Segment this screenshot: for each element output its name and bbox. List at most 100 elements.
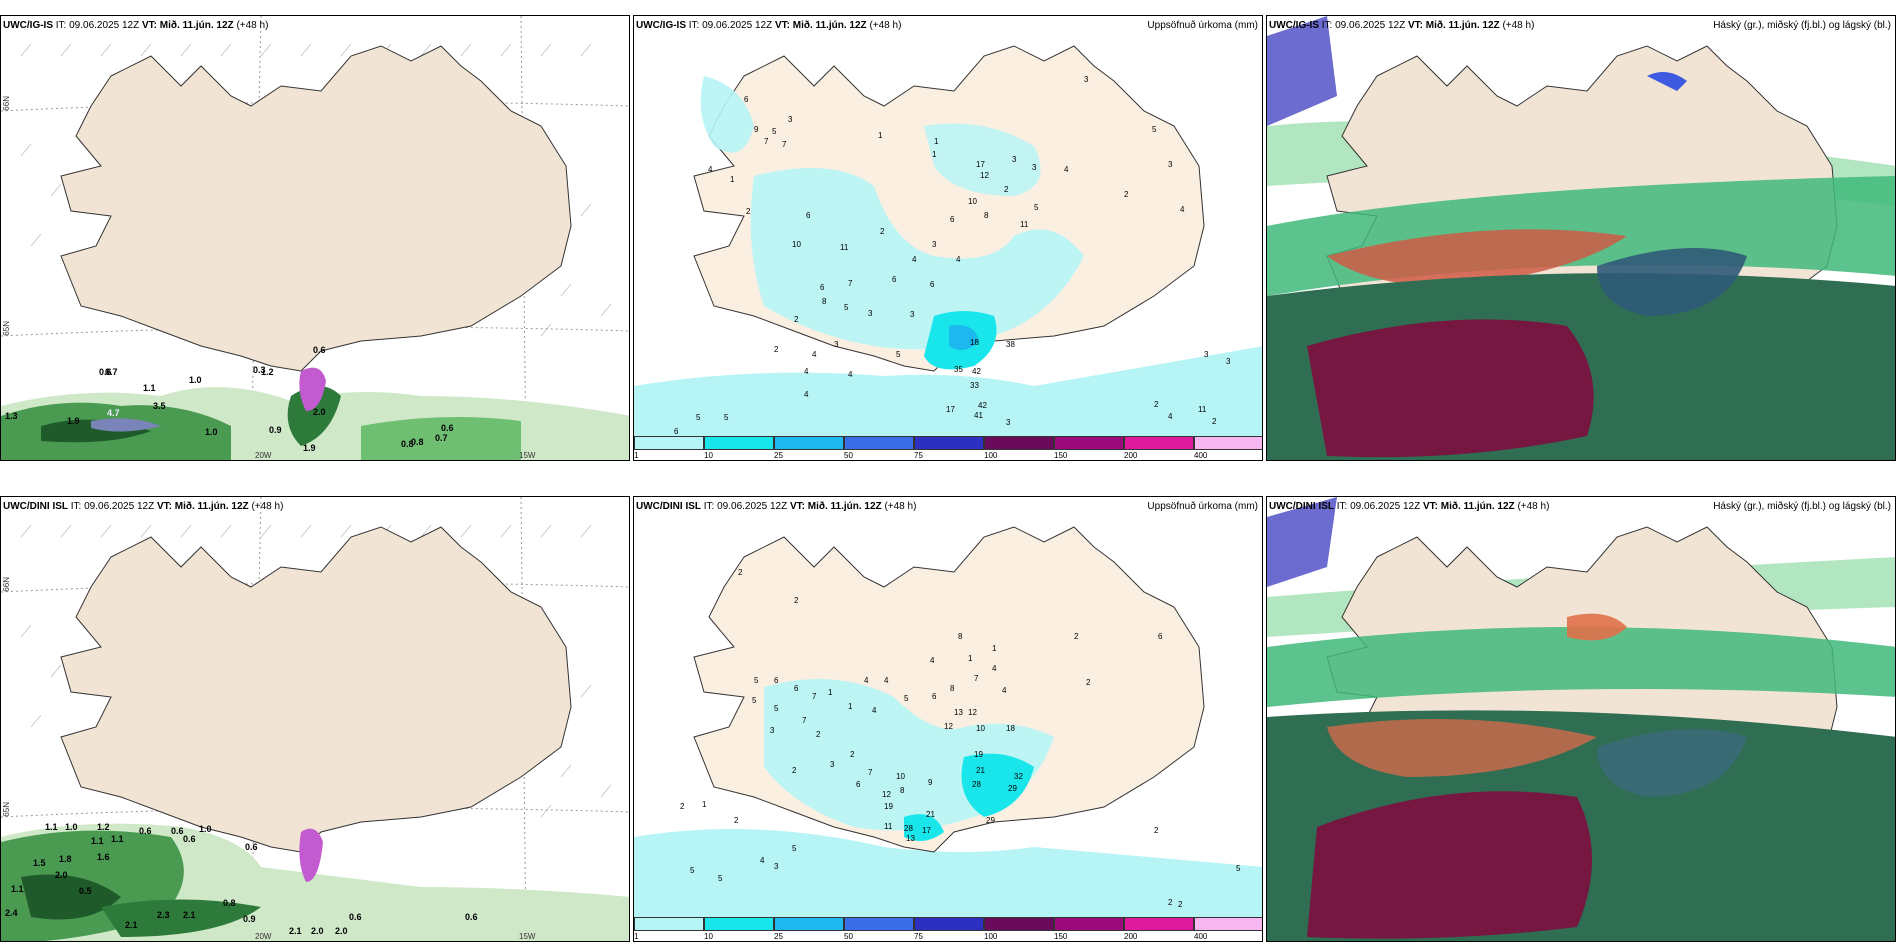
colorbar-segment (914, 436, 984, 450)
vt-label: VT: Mið. 11.jún. 12Z (1422, 501, 1515, 512)
precip-value: 3 (1006, 418, 1011, 427)
colorbar-tick-label: 75 (914, 451, 923, 460)
precip-value: 1 (848, 702, 853, 711)
precip-value: 7 (812, 692, 817, 701)
precip-value: 1.1 (143, 383, 156, 393)
precip-value: 13 (954, 708, 963, 717)
precip-value: 5 (718, 874, 723, 883)
precip-value: 11 (1198, 405, 1207, 414)
precip-value: 2.0 (335, 926, 348, 936)
precip-value: 1.1 (91, 836, 104, 846)
precip-value: 4 (1002, 686, 1007, 695)
colorbar-tick-label: 75 (914, 932, 923, 941)
it-label: IT: (1336, 501, 1348, 512)
precip-value: 2 (738, 568, 743, 577)
lead-time: (+48 h) (236, 20, 269, 31)
precip-value: 5 (690, 866, 695, 875)
panel-title: Háský (gr.), miðský (fj.bl.) og lágský (… (1713, 20, 1891, 31)
precip-value: 0.6 (245, 842, 258, 852)
precip-value: 29 (1008, 784, 1017, 793)
vt-label: VT: Mið. 11.jún. 12Z (789, 501, 882, 512)
precip-value: 8 (900, 786, 905, 795)
colorbar-tick-label: 100 (984, 932, 998, 941)
precip-value: 6 (930, 280, 935, 289)
it-value: 09.06.2025 12Z (1335, 20, 1406, 31)
precip-value: 42 (972, 367, 981, 376)
precip-value: 5 (1236, 864, 1241, 873)
colorbar: 1 10 25 50 75 100 150 200 400 (634, 915, 1262, 941)
precip-value: 1 (730, 175, 735, 184)
precip-value: 2 (746, 207, 751, 216)
colorbar-segment (1054, 917, 1124, 931)
map-wind-precip-dini (1, 497, 629, 941)
precip-value: 8 (958, 632, 963, 641)
precip-value: 5 (904, 694, 909, 703)
precip-value: 10 (976, 724, 985, 733)
colorbar-segment (1124, 917, 1194, 931)
precip-value: 3 (868, 309, 873, 318)
panel-title: Háský (gr.), miðský (fj.bl.) og lágský (… (1713, 501, 1891, 512)
colorbar-tick-label: 150 (1054, 932, 1068, 941)
precip-value: 1.1 (45, 822, 58, 832)
precip-value: 4 (956, 255, 961, 264)
colorbar-segment (704, 436, 774, 450)
colorbar-tick-label: 25 (774, 451, 783, 460)
colorbar-tick-label: 50 (844, 932, 853, 941)
precip-value: 3 (910, 310, 915, 319)
panel-wind-precip-dini: UWC/DINI ISL IT: 09.06.2025 12Z VT: Mið.… (0, 496, 630, 942)
it-value: 09.06.2025 12Z (717, 501, 788, 512)
precip-value: 1 (968, 654, 973, 663)
precip-value: 19 (884, 802, 893, 811)
precip-value: 4 (884, 676, 889, 685)
it-label: IT: (703, 501, 715, 512)
precip-value: 5 (754, 676, 759, 685)
model-name: UWC/DINI ISL (3, 501, 68, 512)
colorbar-tick-label: 25 (774, 932, 783, 941)
precip-value: 4 (848, 370, 853, 379)
precip-value: 1.6 (97, 852, 110, 862)
it-label: IT: (688, 20, 700, 31)
precip-value: 2.4 (5, 908, 18, 918)
panel-wind-precip-igis: UWC/IG-IS IT: 09.06.2025 12Z VT: Mið. 11… (0, 15, 630, 461)
panel-header: UWC/DINI ISL IT: 09.06.2025 12Z VT: Mið.… (3, 501, 283, 512)
lat-label: 65N (2, 321, 11, 336)
precip-value: 0.6 (99, 367, 112, 377)
precip-value: 0.8 (401, 439, 414, 449)
model-name: UWC/DINI ISL (636, 501, 701, 512)
precip-value: 1.3 (5, 411, 18, 421)
colorbar-segment (984, 917, 1054, 931)
colorbar-segment (844, 917, 914, 931)
precip-value: 1.0 (205, 427, 218, 437)
precip-value: 5 (752, 696, 757, 705)
colorbar-segment (1124, 436, 1194, 450)
precip-value: 3 (1226, 357, 1231, 366)
precip-value: 17 (922, 826, 931, 835)
map-wind-precip-igis (1, 16, 629, 460)
colorbar-segment (704, 917, 774, 931)
precip-value: 2 (1154, 826, 1159, 835)
precip-value: 1.0 (189, 375, 202, 385)
precip-value: 7 (802, 716, 807, 725)
precip-value: 0.3 (253, 365, 266, 375)
precip-value: 11 (1020, 220, 1029, 229)
precip-value: 10 (792, 240, 801, 249)
precip-value: 0.6 (313, 345, 326, 355)
precip-value: 2 (1086, 678, 1091, 687)
precip-value: 3 (1084, 75, 1089, 84)
precip-value: 3 (1168, 160, 1173, 169)
precip-value: 11 (840, 243, 849, 252)
precip-value: 3 (774, 862, 779, 871)
precip-value: 7 (974, 674, 979, 683)
precip-value: 0.7 (105, 367, 118, 377)
precip-value: 13 (906, 834, 915, 843)
precip-value: 18 (970, 338, 979, 347)
panel-accumulated-precip-dini: UWC/DINI ISL IT: 09.06.2025 12Z VT: Mið.… (633, 496, 1263, 942)
precip-value: 9 (754, 125, 759, 134)
precip-value: 5 (896, 350, 901, 359)
it-value: 09.06.2025 12Z (69, 20, 140, 31)
precip-value: 2 (792, 766, 797, 775)
precip-value: 7 (848, 279, 853, 288)
precip-value: 6 (1158, 632, 1163, 641)
precip-value: 2 (1178, 900, 1183, 909)
precip-value: 6 (794, 684, 799, 693)
